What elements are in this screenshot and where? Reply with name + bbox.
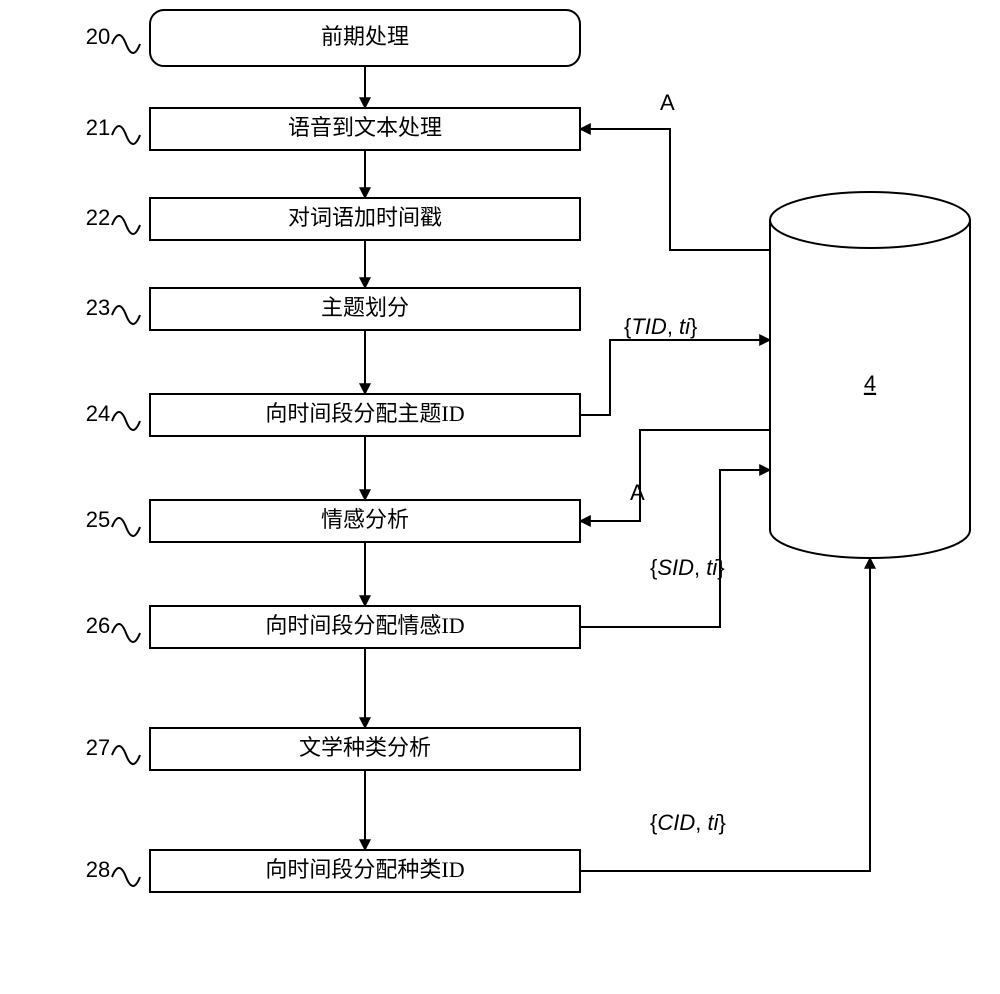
- edge-24-to-db-label: {TID, ti}: [624, 314, 697, 339]
- edge-26-to-db-label: {SID, ti}: [650, 555, 725, 580]
- step-28-label: 向时间段分配种类ID: [265, 857, 464, 882]
- squiggle-24: [112, 412, 140, 430]
- step-24-number: 24: [86, 401, 110, 426]
- step-24-label: 向时间段分配主题ID: [265, 401, 464, 426]
- step-25-label: 情感分析: [321, 507, 409, 532]
- database-label: 4: [864, 371, 876, 396]
- database: 4: [770, 192, 970, 558]
- step-24: 向时间段分配主题ID 24: [86, 394, 580, 436]
- step-27-number: 27: [86, 735, 110, 760]
- step-22-number: 22: [86, 205, 110, 230]
- squiggle-27: [112, 746, 140, 764]
- edge-db-to-25: [580, 430, 770, 521]
- step-26-number: 26: [86, 613, 110, 638]
- edge-28-to-db-label: {CID, ti}: [650, 810, 726, 835]
- step-21-number: 21: [86, 115, 110, 140]
- edge-24-to-db: [580, 340, 770, 415]
- step-21: 语音到文本处理 21: [86, 108, 580, 150]
- step-26: 向时间段分配情感ID 26: [86, 606, 580, 648]
- step-23: 主题划分 23: [86, 288, 580, 330]
- step-23-label: 主题划分: [321, 295, 409, 320]
- edge-db-to-21: [580, 129, 770, 250]
- step-27-label: 文学种类分析: [299, 735, 431, 760]
- step-21-label: 语音到文本处理: [288, 115, 442, 140]
- step-25: 情感分析 25: [86, 500, 580, 542]
- squiggle-23: [112, 306, 140, 324]
- step-22: 对词语加时间戳 22: [86, 198, 580, 240]
- squiggle-26: [112, 624, 140, 642]
- squiggle-22: [112, 216, 140, 234]
- step-28: 向时间段分配种类ID 28: [86, 850, 580, 892]
- step-25-number: 25: [86, 507, 110, 532]
- step-22-label: 对词语加时间戳: [288, 205, 442, 230]
- step-20-number: 20: [86, 24, 110, 49]
- step-26-label: 向时间段分配情感ID: [265, 613, 464, 638]
- squiggle-21: [112, 126, 140, 144]
- edge-db-to-25-label: A: [630, 480, 645, 505]
- step-28-number: 28: [86, 857, 110, 882]
- step-20: 前期处理 20: [86, 10, 580, 66]
- squiggle-28: [112, 868, 140, 886]
- edge-db-to-21-label: A: [660, 90, 675, 115]
- edge-26-to-db: [580, 470, 770, 627]
- step-27: 文学种类分析 27: [86, 728, 580, 770]
- step-20-label: 前期处理: [321, 24, 409, 49]
- step-23-number: 23: [86, 295, 110, 320]
- squiggle-20: [112, 35, 140, 53]
- squiggle-25: [112, 518, 140, 536]
